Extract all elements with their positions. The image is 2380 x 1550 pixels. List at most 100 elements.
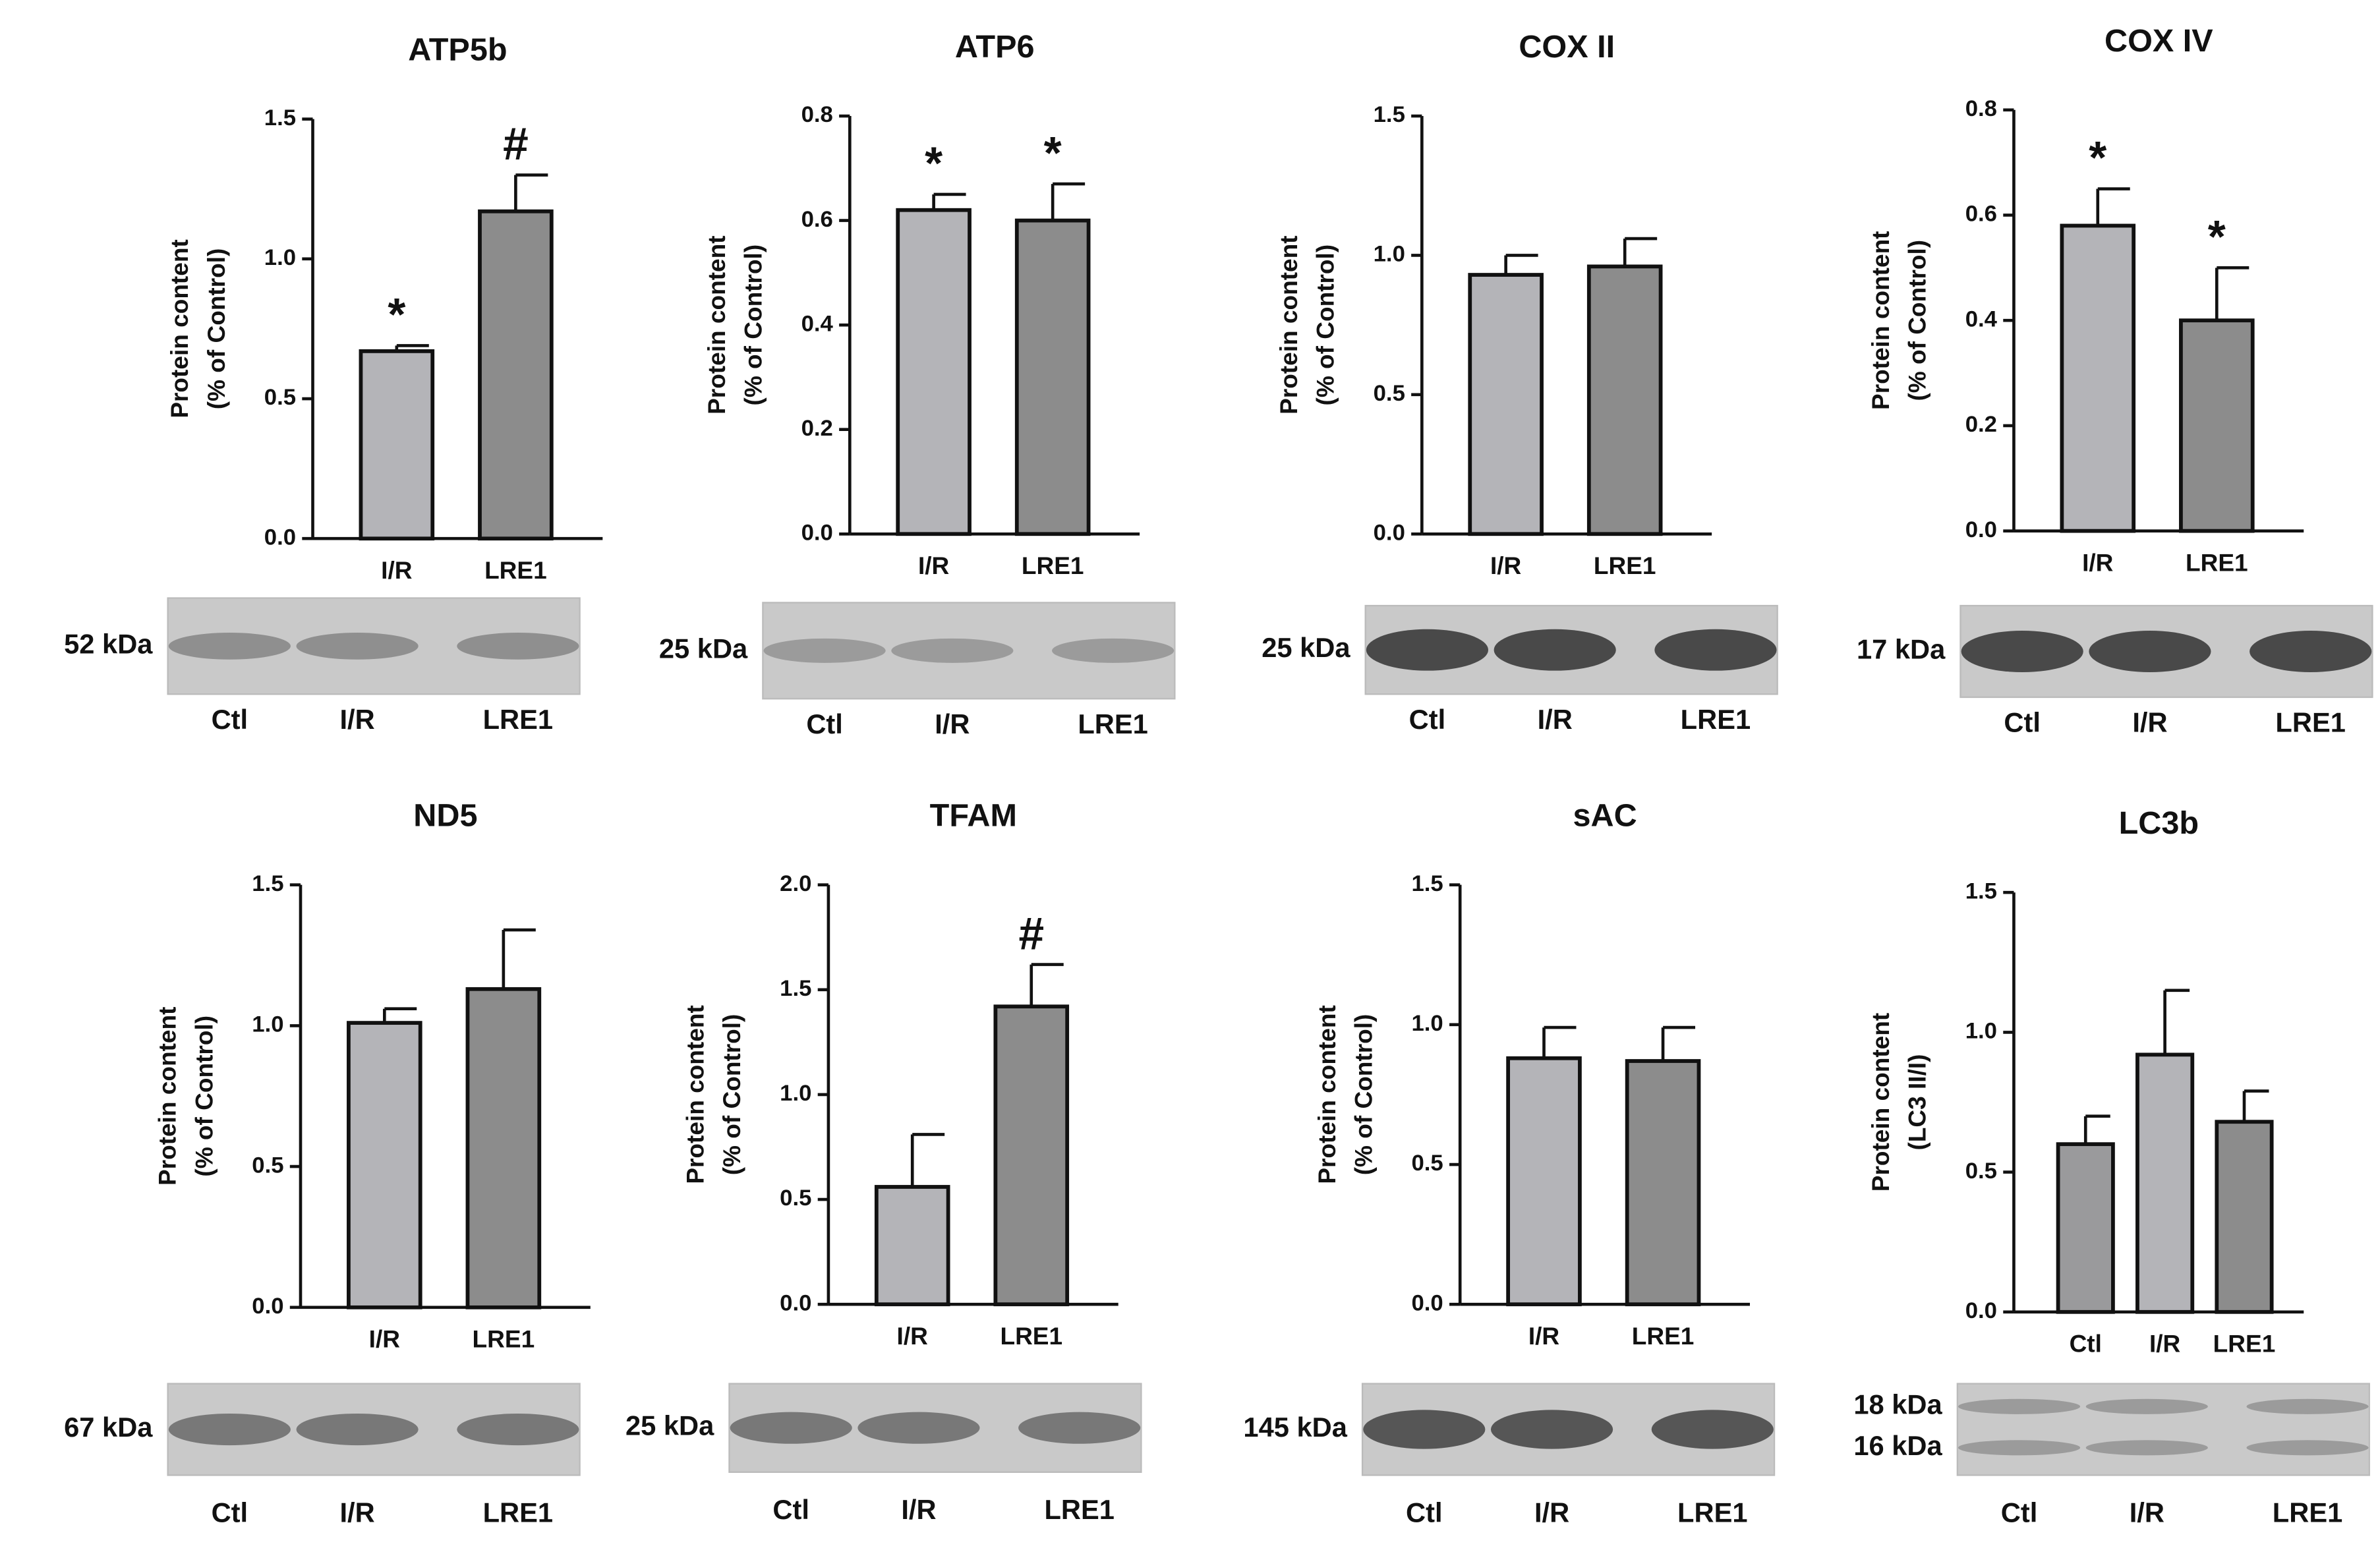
x-tick-label: LRE1 (1000, 1322, 1062, 1350)
kda-label: 25 kDa (1262, 632, 1350, 663)
lane-label: LRE1 (1677, 1497, 1747, 1528)
blot-band (730, 1412, 852, 1444)
chart-title: sAC (1573, 798, 1637, 834)
y-axis-label: Protein content (165, 239, 193, 418)
chart-title: COX IV (2104, 23, 2213, 59)
bar (1625, 1059, 1701, 1307)
x-tick-label: I/R (1528, 1322, 1559, 1350)
y-tick-label: 0.2 (1965, 412, 1997, 437)
panel: ND5 Protein content (% of Control) 0.0 0.5 1.… (64, 798, 591, 1528)
panel: ATP6 Protein content (% of Control) 0.0 0.2 0… (659, 29, 1176, 739)
y-tick-label: 1.5 (780, 976, 811, 1001)
y-tick-label: 0.0 (252, 1294, 283, 1319)
blot-band (1052, 638, 1175, 663)
blot (167, 597, 581, 695)
chart-title: COX II (1519, 29, 1615, 65)
y-tick-label: 0.5 (1374, 381, 1405, 406)
lane-label: LRE1 (483, 704, 553, 735)
y-tick-label: 1.5 (1965, 878, 1997, 904)
y-tick-label: 0.5 (780, 1186, 811, 1211)
y-tick-label: 0.6 (1965, 202, 1997, 227)
bar (2179, 318, 2255, 533)
bar (896, 208, 972, 536)
y-axis-label: Protein content (682, 1005, 709, 1184)
bar (2215, 1120, 2274, 1314)
x-tick-label: I/R (1490, 552, 1521, 579)
lane-label: LRE1 (483, 1497, 553, 1528)
lane-label: Ctl (212, 1497, 248, 1528)
x-tick-label: I/R (897, 1322, 928, 1350)
x-tick-label: I/R (2149, 1329, 2180, 1357)
blot-band (1018, 1412, 1141, 1444)
blot-band (1958, 1398, 2081, 1414)
chart-title: ATP5b (408, 32, 507, 68)
lane-label: I/R (2132, 707, 2167, 738)
blot-band (763, 638, 886, 663)
y-axis-label: (% of Control) (1349, 1014, 1377, 1176)
blot-band (891, 638, 1014, 663)
panel: TFAM Protein content (% of Control) 0.0 0.5 1… (625, 798, 1142, 1525)
blot-band (1654, 629, 1777, 671)
x-tick-label: I/R (369, 1325, 400, 1353)
blot-band (2246, 1398, 2369, 1414)
panel: COX IV Protein content (% of Control) 0.0 0.… (1857, 23, 2373, 738)
y-axis-label: (% of Control) (1903, 240, 1931, 401)
annotation: * (1044, 127, 1062, 179)
bar (2056, 1142, 2115, 1314)
y-axis-label: Protein content (154, 1007, 181, 1186)
bar (465, 987, 542, 1309)
blot (1956, 1383, 2370, 1476)
y-axis-label: (LC3 II/I) (1903, 1054, 1931, 1151)
lane-label: I/R (935, 708, 970, 739)
y-tick-label: 1.5 (252, 871, 283, 896)
y-tick-label: 0.0 (1374, 520, 1405, 545)
y-tick-label: 1.0 (1411, 1011, 1443, 1036)
y-tick-label: 1.0 (264, 245, 296, 270)
y-axis-label: (% of Control) (190, 1016, 218, 1177)
lane-label: LRE1 (1044, 1494, 1114, 1525)
y-tick-label: 0.0 (1411, 1290, 1443, 1315)
y-axis-label: Protein content (703, 235, 730, 414)
y-tick-label: 1.0 (1965, 1019, 1997, 1044)
lane-label: LRE1 (1078, 708, 1147, 739)
bar (347, 1021, 422, 1309)
blot-band (168, 633, 291, 660)
lane-label: I/R (1538, 704, 1573, 735)
y-tick-label: 0.0 (1965, 1298, 1997, 1323)
kda-label: 145 kDa (1243, 1412, 1347, 1443)
chart-title: ND5 (413, 798, 477, 834)
blot-band (1958, 1440, 2081, 1456)
kda-label: 25 kDa (659, 633, 748, 664)
panel: ATP5b Protein content (% of Control) 0.0 0.5… (64, 32, 603, 735)
lane-label: Ctl (1406, 1497, 1443, 1528)
bar (1506, 1056, 1582, 1307)
blot-band (457, 633, 579, 660)
y-tick-label: 0.8 (801, 102, 833, 127)
y-axis-label: (% of Control) (718, 1014, 745, 1176)
blot-band (2246, 1440, 2369, 1456)
kda-label: 25 kDa (625, 1410, 714, 1441)
y-tick-label: 1.0 (780, 1081, 811, 1106)
lane-label: I/R (901, 1494, 936, 1525)
y-tick-label: 0.0 (1965, 517, 1997, 542)
blot-band (1363, 1410, 1486, 1449)
annotation: * (388, 289, 405, 340)
kda-label: 18 kDa (1853, 1389, 1942, 1420)
blot (762, 602, 1176, 700)
lane-label: I/R (339, 1497, 374, 1528)
blot-band (1494, 629, 1616, 671)
y-tick-label: 2.0 (780, 871, 811, 896)
x-tick-label: LRE1 (473, 1325, 535, 1353)
x-tick-label: LRE1 (2213, 1329, 2276, 1357)
x-tick-label: LRE1 (1022, 552, 1084, 579)
chart-title: TFAM (930, 798, 1017, 834)
bar (478, 209, 554, 541)
lane-label: LRE1 (1681, 704, 1751, 735)
y-axis-label: Protein content (1313, 1005, 1341, 1184)
lane-label: Ctl (212, 704, 248, 735)
bar (1586, 264, 1663, 536)
x-tick-label: LRE1 (1632, 1322, 1695, 1350)
y-axis-label: (% of Control) (202, 248, 230, 410)
y-tick-label: 0.5 (264, 385, 296, 410)
blot-band (2085, 1398, 2208, 1414)
